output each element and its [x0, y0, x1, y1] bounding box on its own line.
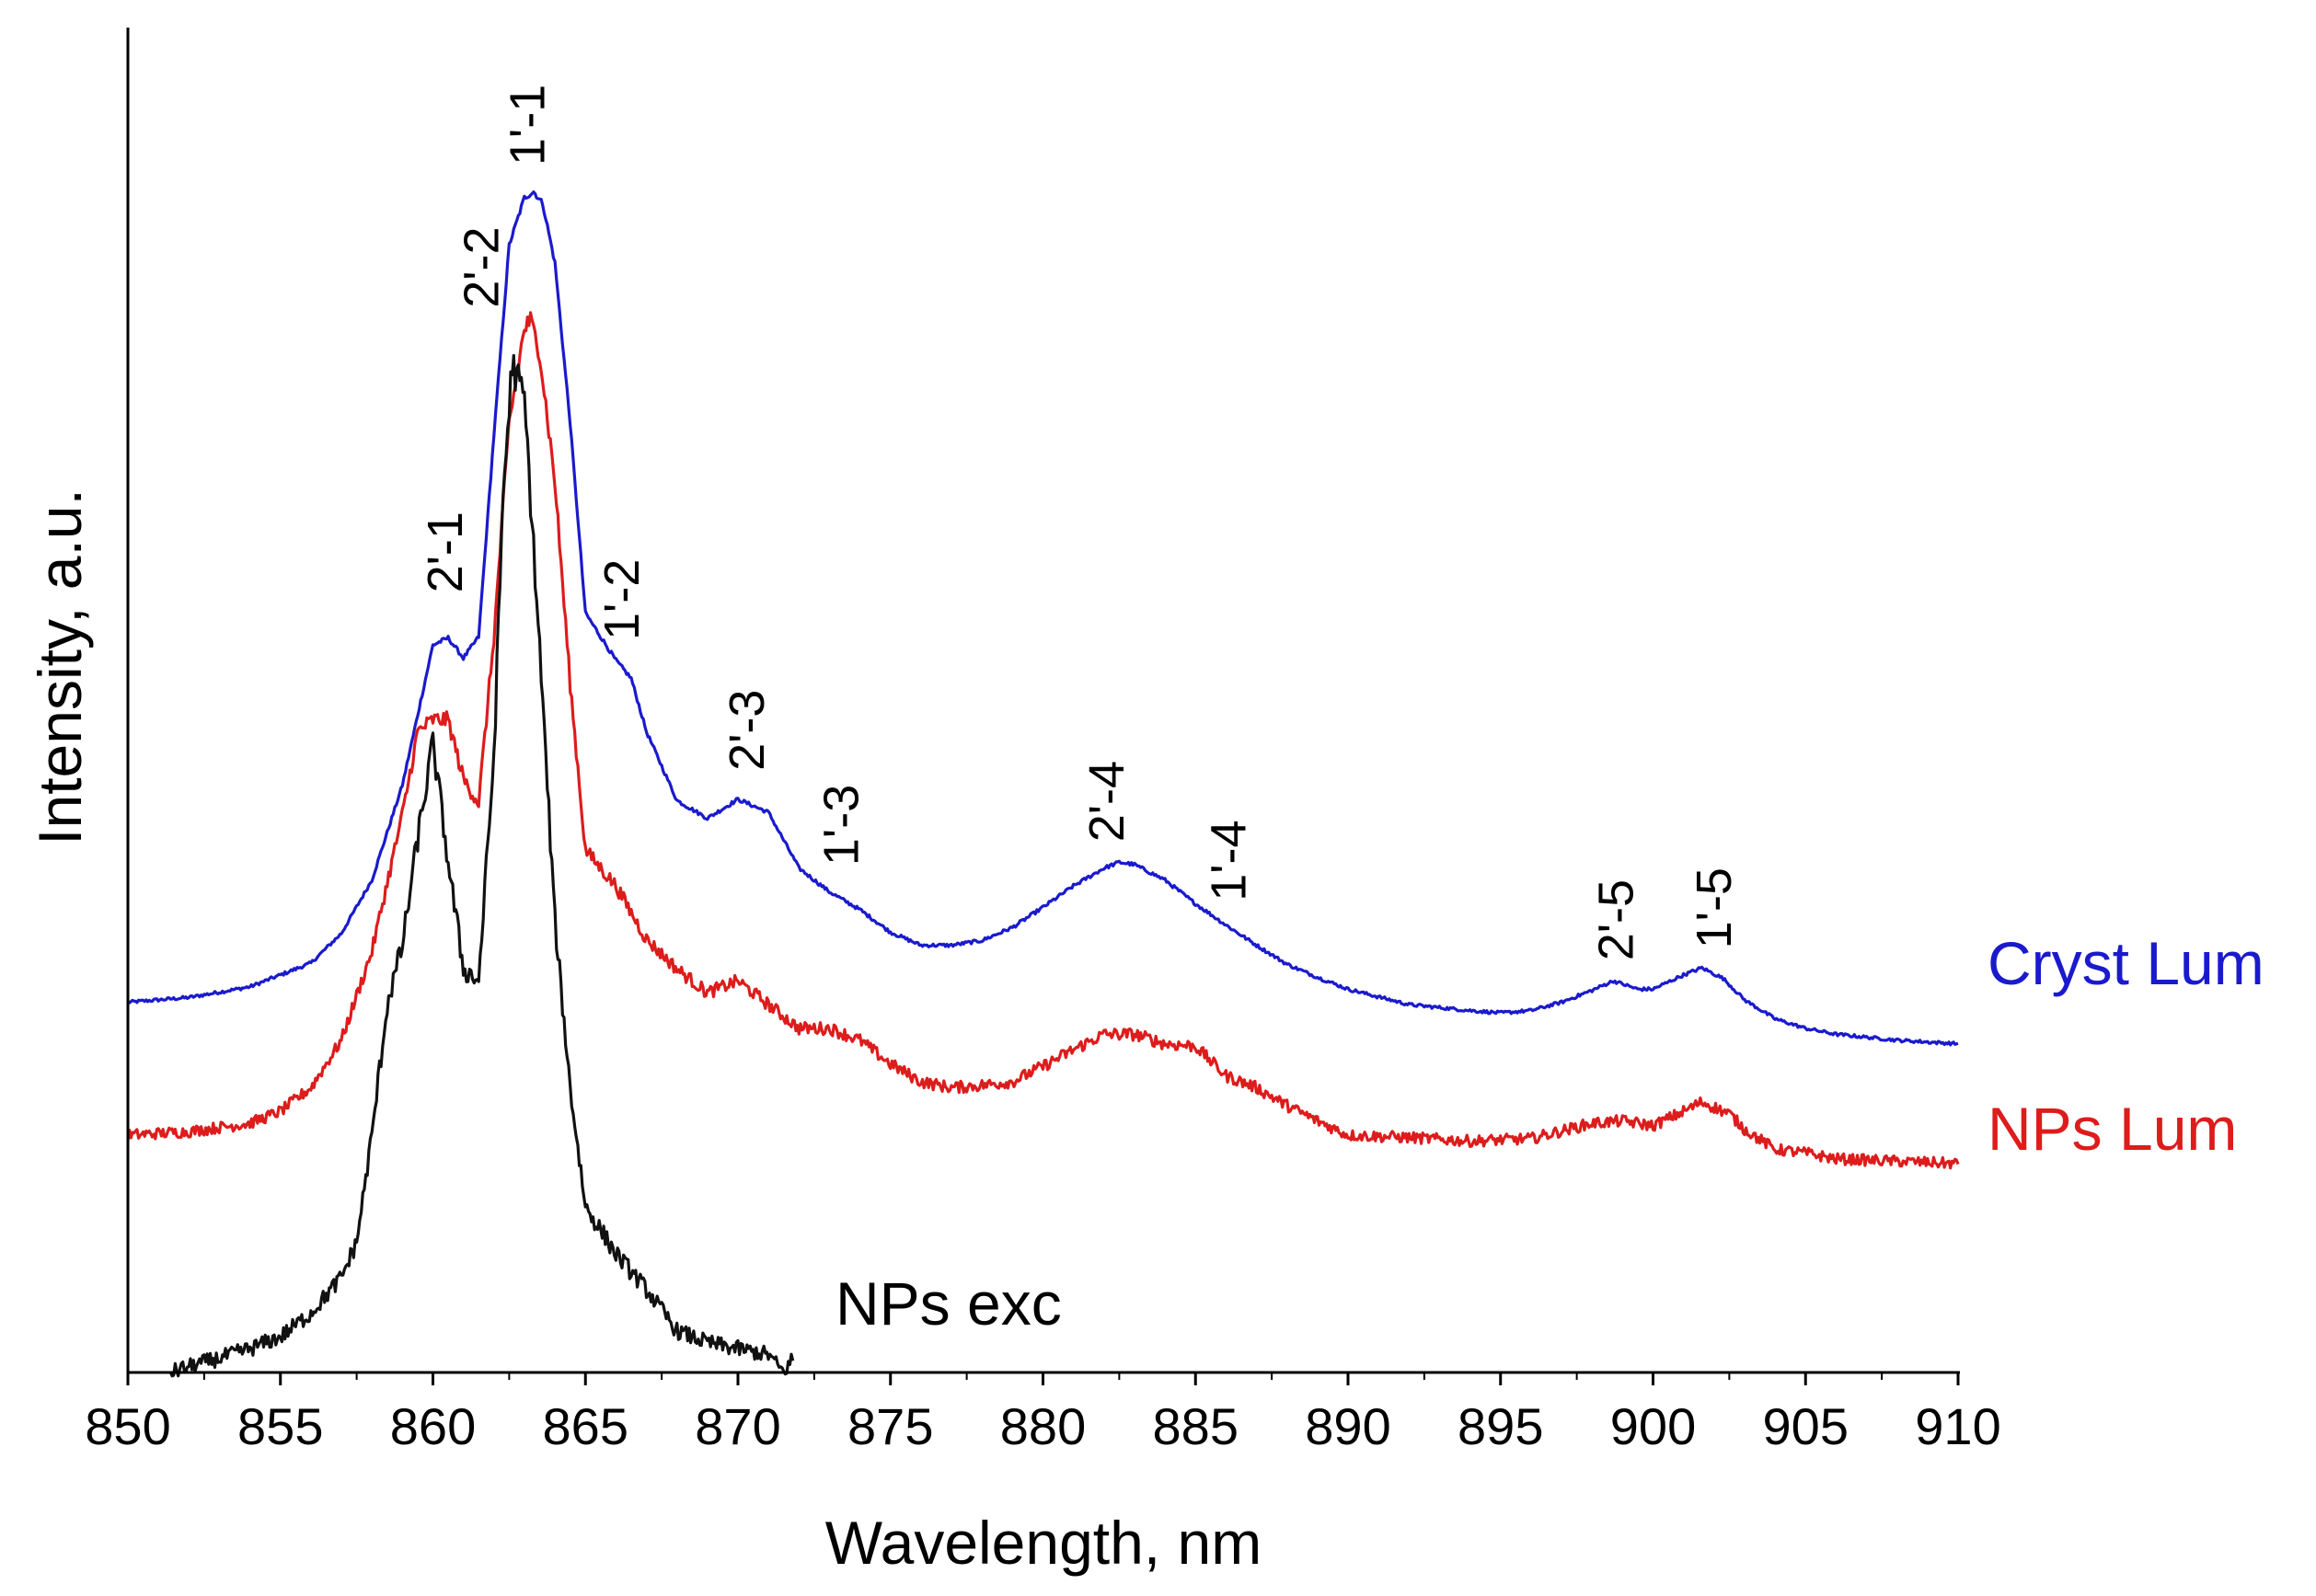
nps-lum-label: NPs Lum: [1988, 1095, 2237, 1163]
x-tick-label-865: 865: [543, 1397, 628, 1455]
x-tick-label-910: 910: [1915, 1397, 2000, 1455]
x-tick-label-855: 855: [237, 1397, 323, 1455]
x-tick-label-900: 900: [1610, 1397, 1696, 1455]
x-tick-label-880: 880: [1000, 1397, 1086, 1455]
peak-label-1-4: 1'-4: [1202, 820, 1257, 901]
x-axis-ticks: 850 855 860 865 870 875 880 885 890 895 900 905 910: [85, 1372, 2001, 1455]
series-line-cryst-lum: [127, 190, 1959, 1047]
x-axis-title: Wavelength, nm: [825, 1509, 1262, 1577]
peak-label-1-1: 1'-1: [500, 85, 555, 166]
x-tick-label-905: 905: [1763, 1397, 1849, 1455]
peak-label-2-4: 2'-4: [1079, 761, 1135, 842]
x-tick-label-895: 895: [1458, 1397, 1543, 1455]
x-tick-label-885: 885: [1153, 1397, 1239, 1455]
peak-label-1-3: 1'-3: [814, 785, 870, 866]
cryst-lum-label: Cryst Lum: [1988, 929, 2264, 997]
x-tick-label-890: 890: [1305, 1397, 1390, 1455]
peak-label-2-1: 2'-1: [418, 511, 473, 592]
series-layer: [126, 190, 1960, 1378]
x-tick-label-875: 875: [847, 1397, 933, 1455]
x-tick-label-850: 850: [85, 1397, 170, 1455]
peak-label-2-5: 2'-5: [1589, 879, 1644, 960]
series-line-nps-lum: [126, 311, 1960, 1170]
x-tick-label-860: 860: [390, 1397, 476, 1455]
peak-labels: 2'-1 2'-2 1'-1 1'-2 2'-3 1'-3 2'-4 1'-4 2'-5 1'-5: [418, 85, 1742, 961]
series-line-nps-exc: [168, 353, 795, 1378]
peak-label-2-2: 2'-2: [455, 226, 510, 307]
y-axis-title: Intensity, a.u.: [26, 488, 94, 845]
peak-label-1-5: 1'-5: [1687, 867, 1742, 948]
peak-label-1-2: 1'-2: [594, 559, 650, 640]
x-tick-label-870: 870: [695, 1397, 780, 1455]
nps-exc-label: NPs exc: [835, 1269, 1062, 1338]
peak-label-2-3: 2'-3: [720, 690, 775, 771]
